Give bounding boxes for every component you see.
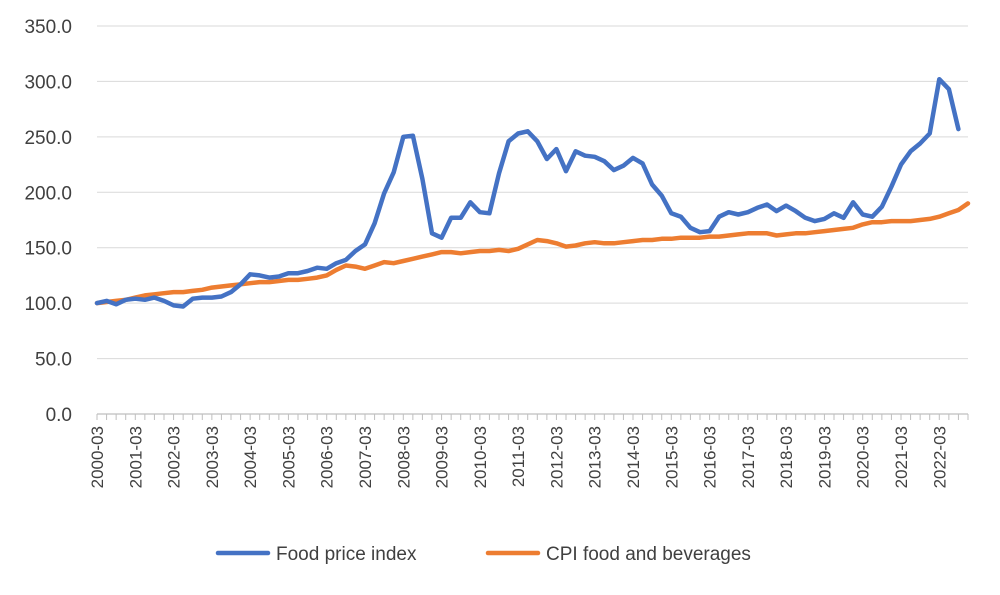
y-axis: 0.0 50.0 100.0 150.0 200.0 250.0 300.0 350.0	[24, 17, 72, 426]
series-line-food-price-index	[94, 76, 961, 309]
x-tick-label: 2006-03	[318, 426, 337, 488]
legend: Food price index CPI food and beverages	[215, 544, 751, 565]
x-tick-label: 2004-03	[241, 426, 260, 488]
y-tick-label: 50.0	[35, 350, 72, 371]
x-tick-label: 2009-03	[433, 426, 452, 488]
x-tick-label: 2020-03	[854, 426, 873, 488]
x-tick-label: 2010-03	[471, 426, 490, 488]
series-lines	[94, 76, 971, 309]
x-tick-label: 2011-03	[509, 426, 528, 487]
legend-label-cpi-food-and-beverages: CPI food and beverages	[546, 544, 751, 565]
x-tick-label: 2007-03	[356, 426, 375, 488]
y-tick-label: 100.0	[24, 294, 72, 315]
y-tick-label: 300.0	[24, 72, 72, 93]
x-tick-label: 2016-03	[701, 426, 720, 488]
x-tick-label: 2005-03	[279, 426, 298, 488]
x-tick-label: 2018-03	[777, 426, 796, 488]
x-tick-label: 2017-03	[739, 426, 758, 488]
y-tick-label: 200.0	[24, 183, 72, 204]
y-tick-label: 250.0	[24, 128, 72, 149]
x-tick-label: 2000-03	[88, 426, 107, 488]
x-tick-label: 2015-03	[662, 426, 681, 488]
x-tick-label: 2002-03	[165, 426, 184, 488]
y-tick-label: 0.0	[46, 405, 72, 426]
legend-label-food-price-index: Food price index	[276, 544, 417, 565]
x-tick-label: 2001-03	[126, 426, 145, 488]
x-tick-label: 2012-03	[547, 426, 566, 488]
y-tick-label: 150.0	[24, 239, 72, 260]
y-tick-label: 350.0	[24, 17, 72, 38]
x-axis: 2000-03 2001-03 2002-03 2003-03 2004-03 2005-…	[88, 413, 969, 488]
x-tick-label: 2008-03	[394, 426, 413, 488]
x-tick-label: 2019-03	[815, 426, 834, 488]
x-tick-label: 2003-03	[203, 426, 222, 488]
series-line-cpi-food-and-beverages	[94, 201, 971, 306]
x-tick-label: 2021-03	[892, 426, 911, 488]
x-tick-label: 2013-03	[586, 426, 605, 488]
x-tick-label: 2022-03	[930, 426, 949, 488]
gridlines	[97, 25, 968, 360]
x-tick-label: 2014-03	[624, 426, 643, 488]
